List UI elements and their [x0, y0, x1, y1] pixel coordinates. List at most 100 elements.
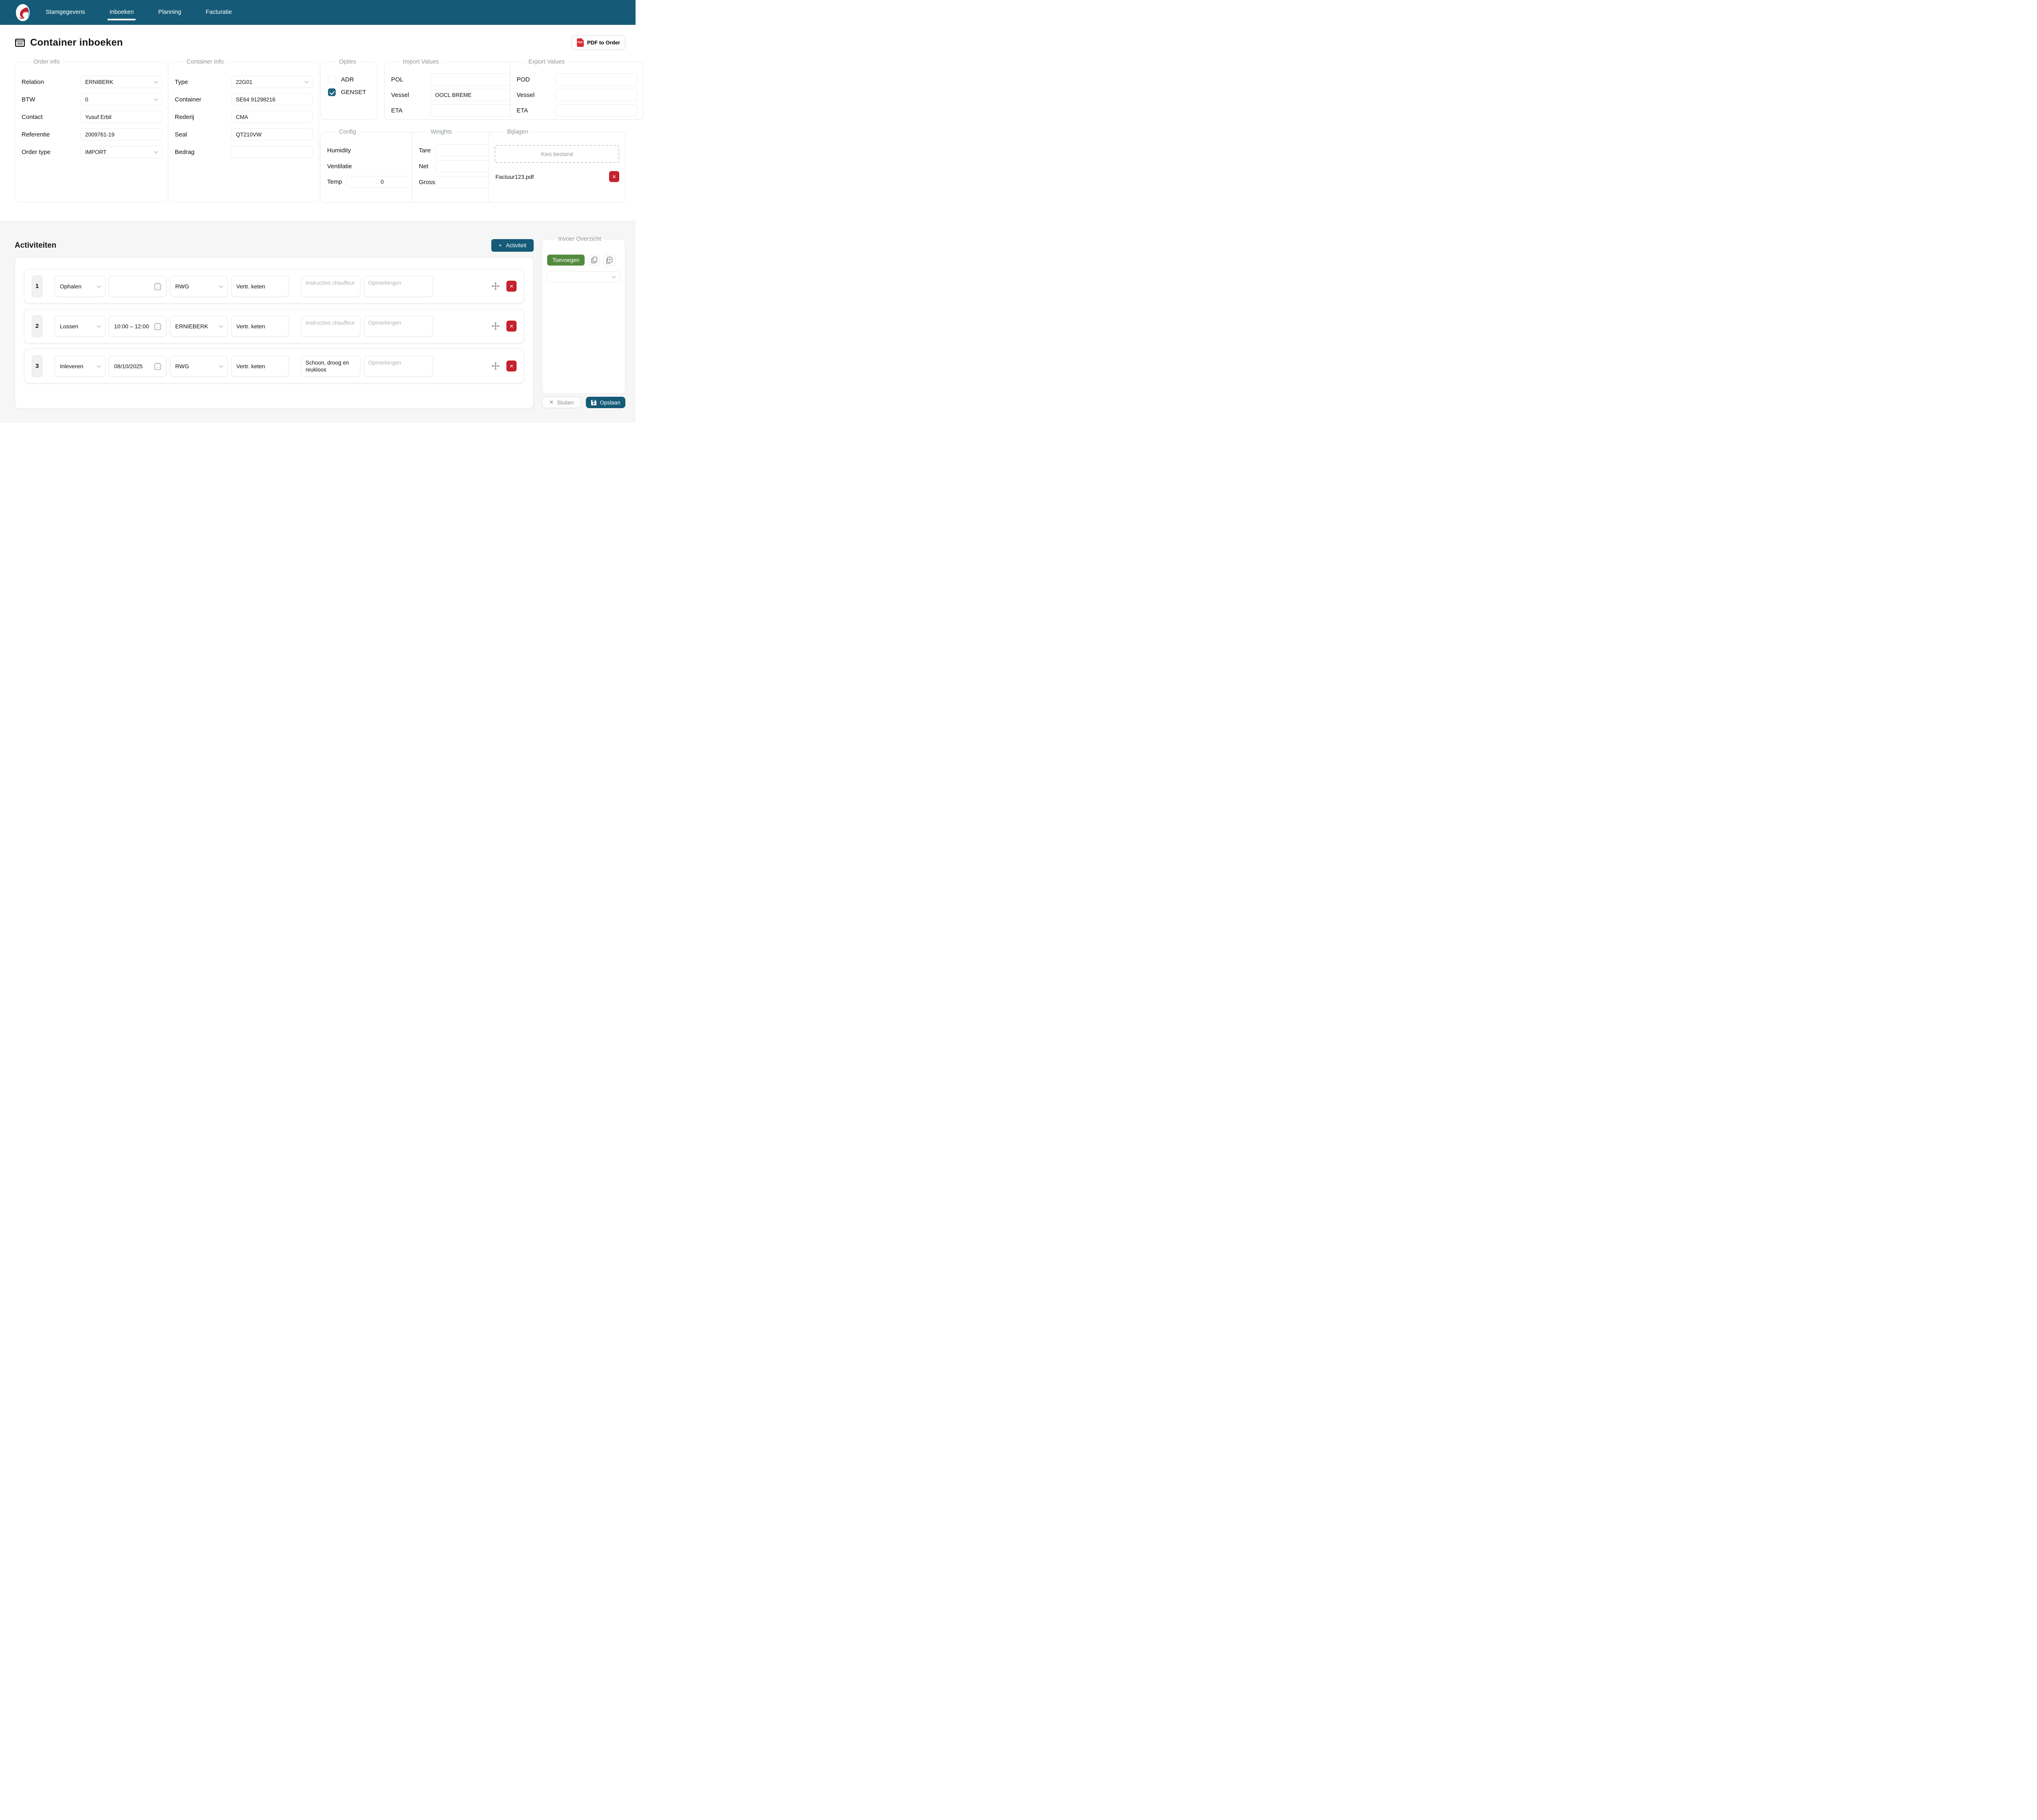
activity-action-select[interactable]: Lossen: [55, 315, 106, 337]
close-icon: ✕: [509, 283, 514, 289]
remarks-textarea[interactable]: [364, 315, 433, 337]
tare-label: Tare: [419, 147, 431, 154]
bedrag-input[interactable]: [231, 146, 313, 158]
close-icon: ✕: [509, 323, 514, 329]
activity-location-value: ERNIEBERK: [175, 323, 208, 330]
activity-location-select[interactable]: RWG: [170, 275, 228, 297]
file-upload-dropzone[interactable]: Kies bestand: [495, 145, 619, 163]
bijlagen-panel: Bijlagen Kies bestand Factuur123.pdf ✕: [488, 129, 625, 203]
rederij-label: Rederij: [175, 113, 194, 121]
pdf-file-icon: PDF: [577, 38, 584, 47]
drag-move-handle[interactable]: [491, 282, 500, 290]
activity-date-input[interactable]: [109, 275, 167, 297]
export-vessel-label: Vessel: [517, 91, 535, 99]
import-eta-input[interactable]: [430, 104, 512, 116]
order-type-select[interactable]: IMPORT: [80, 146, 162, 158]
drag-move-handle[interactable]: [491, 322, 500, 330]
container-info-panel: Container Info Type 22G01 Container Rede…: [168, 59, 319, 202]
nav-item-facturatie[interactable]: Facturatie: [205, 9, 232, 15]
export-eta-input[interactable]: [556, 104, 638, 116]
pdf-to-order-button[interactable]: PDF PDF to Order: [572, 35, 625, 50]
calendar-icon: [154, 323, 161, 330]
drag-move-handle[interactable]: [491, 362, 500, 370]
copy-icon: [591, 257, 597, 264]
activities-title: Activiteiten: [15, 241, 57, 250]
driver-instructions-textarea[interactable]: [301, 275, 361, 297]
activity-action-select[interactable]: Inleveren: [55, 355, 106, 377]
delete-activity-button[interactable]: ✕: [506, 360, 517, 371]
remarks-textarea[interactable]: [364, 355, 433, 377]
chevron-down-icon: [612, 274, 616, 278]
activity-date-value: 10:00 – 12:00: [114, 323, 149, 330]
move-icon: [491, 322, 500, 330]
adr-label: ADR: [341, 76, 354, 83]
seal-input[interactable]: [231, 128, 313, 141]
chevron-down-icon: [97, 284, 101, 288]
chevron-down-icon: [97, 363, 101, 367]
pdf-to-order-label: PDF to Order: [587, 40, 620, 46]
pol-input[interactable]: [430, 73, 512, 86]
relation-label: Relation: [22, 78, 44, 86]
activity-location-value: RWG: [175, 283, 189, 290]
activity-action-select[interactable]: Ophalen: [55, 275, 106, 297]
save-icon: [591, 400, 597, 405]
bedrag-label: Bedrag: [175, 148, 195, 156]
copy-button[interactable]: [588, 255, 601, 266]
activity-date-input[interactable]: 10:00 – 12:00: [109, 315, 167, 337]
activity-number-badge: 3: [32, 355, 42, 377]
close-icon: ✕: [549, 399, 554, 405]
top-navigation: Stamgegevens Inboeken Planning Facturati…: [0, 0, 636, 25]
export-eta-label: ETA: [517, 107, 528, 114]
import-vessel-input[interactable]: [430, 89, 512, 101]
genset-checkbox[interactable]: [328, 88, 336, 96]
attachment-row: Factuur123.pdf ✕: [495, 171, 619, 182]
sluiten-button[interactable]: ✕ Sluiten: [542, 397, 581, 408]
nav-item-inboeken[interactable]: Inboeken: [107, 6, 136, 20]
remarks-textarea[interactable]: [364, 275, 433, 297]
contact-input[interactable]: [80, 111, 162, 123]
temp-label: Temp: [327, 178, 342, 185]
copy-add-button[interactable]: [603, 255, 616, 266]
referentie-input[interactable]: [80, 128, 162, 141]
driver-instructions-textarea[interactable]: Schoon, droog en reukloos: [301, 355, 361, 377]
adr-checkbox[interactable]: [328, 76, 336, 84]
activity-location-value: RWG: [175, 363, 189, 369]
pod-input[interactable]: [556, 73, 638, 86]
type-value: 22G01: [236, 79, 253, 85]
delete-attachment-button[interactable]: ✕: [609, 171, 619, 182]
referentie-label: Referentie: [22, 131, 50, 138]
btw-select[interactable]: 0: [80, 93, 162, 106]
relation-select[interactable]: ERNIBERK: [80, 76, 162, 88]
type-select[interactable]: 22G01: [231, 76, 313, 88]
activity-row-2: 2 Lossen 10:00 – 12:00 ERNIEBERK: [24, 309, 524, 343]
activity-location-select[interactable]: RWG: [170, 355, 228, 377]
relation-value: ERNIBERK: [85, 79, 114, 85]
add-activity-button[interactable]: + Activiteit: [491, 239, 534, 252]
activities-card: 1 Ophalen RWG: [15, 257, 534, 409]
chevron-down-icon: [154, 149, 158, 154]
container-number-input[interactable]: [231, 93, 313, 106]
rederij-input[interactable]: [231, 111, 313, 123]
temp-input-1[interactable]: [345, 176, 419, 188]
config-legend: Config: [339, 129, 356, 135]
delete-activity-button[interactable]: ✕: [506, 321, 517, 332]
nav-item-planning[interactable]: Planning: [158, 9, 181, 15]
activity-keten-input[interactable]: [231, 275, 289, 297]
activity-row-3: 3 Inleveren 08/10/2025 RWG: [24, 349, 524, 383]
invoer-select[interactable]: [547, 271, 620, 282]
activity-keten-input[interactable]: [231, 315, 289, 337]
add-activity-label: Activiteit: [506, 242, 526, 248]
export-values-panel: Export Values POD Vessel ETA: [510, 59, 644, 120]
order-type-value: IMPORT: [85, 149, 107, 155]
driver-instructions-textarea[interactable]: [301, 315, 361, 337]
activity-location-select[interactable]: ERNIEBERK: [170, 315, 228, 337]
toevoegen-button[interactable]: Toevoegen: [547, 255, 585, 266]
delete-activity-button[interactable]: ✕: [506, 281, 517, 292]
nav-item-stamgegevens[interactable]: Stamgegevens: [46, 9, 85, 15]
gross-label: Gross: [419, 178, 436, 186]
opslaan-button[interactable]: Opslaan: [586, 397, 625, 408]
activity-keten-input[interactable]: [231, 355, 289, 377]
activity-date-input[interactable]: 08/10/2025: [109, 355, 167, 377]
attachment-filename: Factuur123.pdf: [495, 173, 534, 180]
export-vessel-input[interactable]: [556, 89, 638, 101]
